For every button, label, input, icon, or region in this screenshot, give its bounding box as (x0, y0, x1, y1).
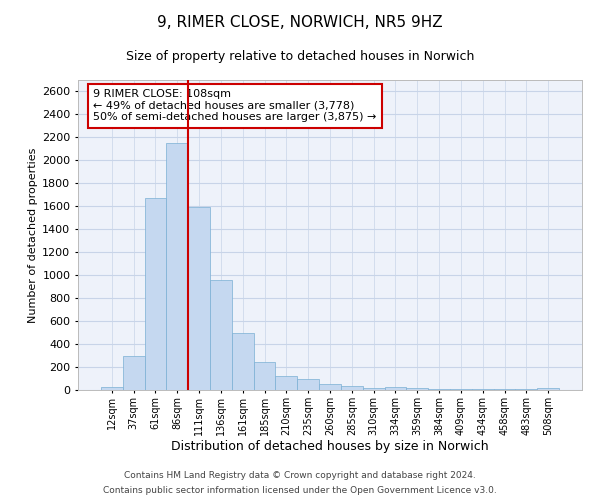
X-axis label: Distribution of detached houses by size in Norwich: Distribution of detached houses by size … (171, 440, 489, 454)
Bar (450, 389, 472, 390)
Bar (319, 384, 341, 390)
Bar (145, 198, 166, 390)
Bar (232, 332, 254, 390)
Text: Size of property relative to detached houses in Norwich: Size of property relative to detached ho… (126, 50, 474, 63)
Bar (101, 387, 123, 390)
Bar (275, 376, 297, 390)
Text: 9 RIMER CLOSE: 108sqm
← 49% of detached houses are smaller (3,778)
50% of semi-d: 9 RIMER CLOSE: 108sqm ← 49% of detached … (93, 90, 376, 122)
Bar (385, 386, 406, 390)
Bar (123, 356, 145, 390)
Y-axis label: Number of detached properties: Number of detached properties (28, 148, 38, 322)
Bar (363, 388, 385, 390)
Bar (166, 143, 188, 390)
Text: Contains HM Land Registry data © Crown copyright and database right 2024.: Contains HM Land Registry data © Crown c… (124, 471, 476, 480)
Bar (494, 389, 515, 390)
Bar (297, 378, 319, 390)
Bar (406, 388, 428, 390)
Bar (210, 280, 232, 390)
Bar (341, 386, 363, 390)
Bar (188, 207, 210, 390)
Bar (537, 388, 559, 390)
Text: Contains public sector information licensed under the Open Government Licence v3: Contains public sector information licen… (103, 486, 497, 495)
Bar (254, 362, 275, 390)
Text: 9, RIMER CLOSE, NORWICH, NR5 9HZ: 9, RIMER CLOSE, NORWICH, NR5 9HZ (157, 15, 443, 30)
